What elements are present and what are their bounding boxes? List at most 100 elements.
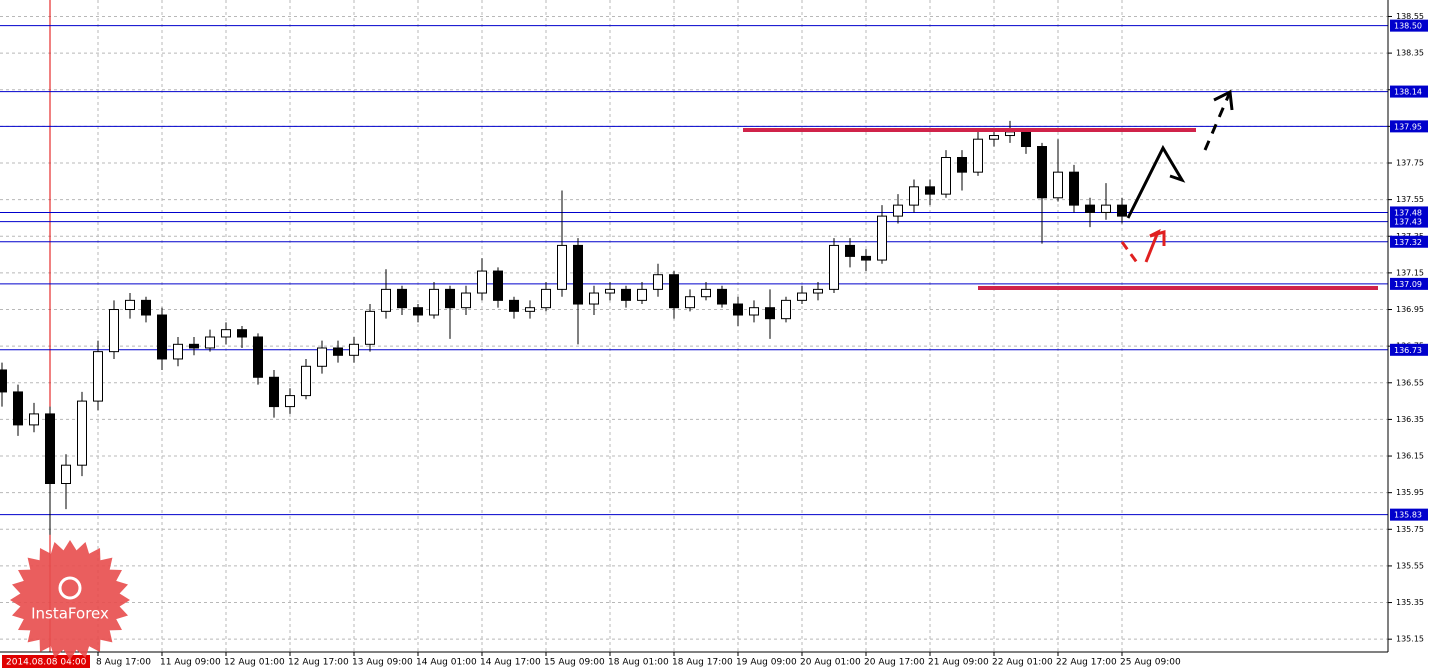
candle-body [733,303,743,316]
x-tick-label: 12 Aug 17:00 [288,658,349,668]
level-label: 137.32 [1394,238,1422,247]
y-tick-label: 137.55 [1396,195,1424,204]
level-label-box [1390,215,1428,228]
candle-body [925,186,935,195]
candle-body [381,288,391,312]
candle-body [829,244,839,290]
x-tick-label: 25 Aug 09:00 [1120,658,1181,668]
dip-arrow-head [1144,228,1166,263]
candle-body [477,270,487,294]
candle-body [973,138,983,173]
y-tick-label: 137.15 [1396,268,1424,277]
candle-body [365,310,375,345]
y-tick-label: 135.15 [1396,635,1424,644]
level-label: 137.95 [1394,122,1422,131]
candle-body [429,288,439,316]
x-tick-label: 19 Aug 09:00 [736,658,797,668]
candle-body [13,391,23,426]
candle-body [461,292,471,309]
level-label-box [1390,19,1428,32]
candle-body [45,413,55,485]
candle-body [349,343,359,356]
candle-body [845,244,855,257]
level-label: 135.83 [1394,511,1422,520]
candle-body [557,244,567,290]
x-tick-label: 18 Aug 01:00 [608,658,669,668]
level-label: 137.43 [1394,218,1422,227]
level-label: 136.73 [1394,346,1422,355]
y-tick-label: 137.75 [1396,159,1424,168]
candle-body [573,244,583,305]
candle-body [1069,171,1079,206]
candle-body [653,274,663,290]
logo-text: InstaForex [31,605,109,623]
candle-body [205,336,215,349]
cursor-label: 2014.08.08 04:00 [6,658,87,668]
candle-body [173,343,183,360]
x-tick-label: 14 Aug 17:00 [480,658,541,668]
candle-body [157,314,167,360]
candle-body [909,186,919,206]
dip-arrow [1120,241,1140,265]
candle-body [141,299,151,316]
candle-body [317,347,327,367]
candle-body [237,329,247,338]
x-tick-label: 22 Aug 17:00 [1056,658,1117,668]
candle-body [125,299,135,311]
candle-body [509,299,519,312]
x-tick-label: 11 Aug 09:00 [160,658,221,668]
candle-body [541,288,551,309]
x-tick-label: 20 Aug 01:00 [800,658,861,668]
x-tick-label: 21 Aug 09:00 [928,658,989,668]
candle-body [397,288,407,309]
candle-body [589,292,599,305]
candle-body [1037,146,1047,199]
x-tick-label: 14 Aug 01:00 [416,658,477,668]
candle-body [1117,204,1127,217]
candle-body [285,395,295,408]
level-label: 138.14 [1394,88,1422,97]
axes: 135.15 135.35 135.55 135.75 135.95 136.15 136.… [2,12,1428,668]
y-tick-label: 135.55 [1396,561,1424,570]
arrow-head [1213,89,1234,111]
level-label: 138.50 [1394,22,1422,31]
levels [0,25,1388,516]
x-tick-label: 12 Aug 01:00 [224,658,285,668]
candle-body [493,270,503,301]
candle-body [749,307,759,316]
candle-body [797,292,807,301]
candle-body [637,288,647,301]
x-tick-label: 13 Aug 09:00 [352,658,413,668]
y-tick-label: 136.15 [1396,452,1424,461]
candle-body [685,296,695,309]
level-label-box [1390,120,1428,133]
candle-body [893,204,903,217]
candle-body [877,215,887,261]
candle-body [333,347,343,356]
candle-body [525,307,535,312]
candle-body [109,309,119,353]
y-tick-label: 136.95 [1396,305,1424,314]
x-tick-label: 18 Aug 17:00 [672,658,733,668]
x-tick-label: 20 Aug 17:00 [864,658,925,668]
candle-body [1101,204,1111,213]
logo-badge [10,540,130,660]
y-tick-label: 135.95 [1396,488,1424,497]
y-tick-label: 136.55 [1396,378,1424,387]
cursor-label-box [2,655,90,668]
candle-body [1053,171,1063,199]
level-label: 137.48 [1394,208,1422,217]
candle-body [61,464,71,485]
candle-body [701,288,711,298]
candle-body [989,135,999,140]
candle-body [605,288,615,294]
x-tick-label: 22 Aug 01:00 [992,658,1053,668]
level-label-box [1390,206,1428,219]
candle-body [93,351,103,402]
candle-body [221,329,231,338]
y-tick-label: 135.35 [1396,598,1424,607]
candle-body [717,288,727,305]
forecast-arrow [1126,144,1186,219]
y-tick-label: 138.55 [1396,12,1424,21]
